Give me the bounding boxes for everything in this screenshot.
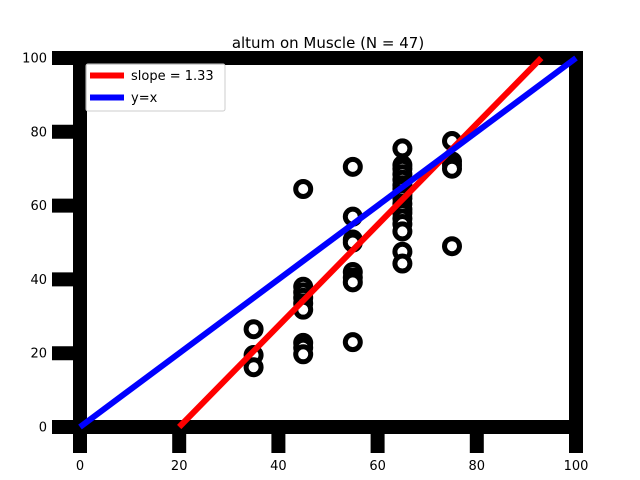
legend-label-slope: slope = 1.33 [131,69,214,84]
data-point [243,319,264,340]
x-tick-label: 80 [469,459,486,474]
x-axis-ticks: 0 20 40 60 80 100 [73,427,589,474]
series-layer [78,55,578,430]
data-point [293,178,314,199]
y-tick-label: 100 [22,52,47,67]
legend: slope = 1.33 y=x [85,63,226,112]
data-point [342,332,363,353]
x-tick-label: 20 [171,459,188,474]
y-tick-label: 0 [39,421,47,436]
data-point [442,236,462,257]
plot-border [73,51,583,434]
x-tick-label: 60 [369,459,386,474]
data-point [392,138,413,159]
data-point [243,357,264,378]
data-point [392,253,413,274]
y-tick-label: 20 [30,347,47,362]
legend-label-identity: y=x [131,91,158,106]
data-point [342,272,363,293]
y-tick-label: 40 [30,273,47,288]
y-axis-ticks: 0 20 40 60 80 100 [22,51,80,436]
x-tick-label: 0 [76,459,84,474]
data-point [392,221,413,242]
data-point [442,158,462,179]
x-tick-label: 100 [564,459,589,474]
data-point [342,156,363,177]
y-tick-label: 60 [30,199,47,214]
identity-line [78,55,578,430]
plot-frame [73,51,583,434]
data-point [293,344,314,365]
chart-title: altum on Muscle (N = 47) [232,34,424,52]
y-tick-label: 80 [30,125,47,140]
x-tick-label: 40 [270,459,287,474]
slope-fit-line [177,55,544,430]
